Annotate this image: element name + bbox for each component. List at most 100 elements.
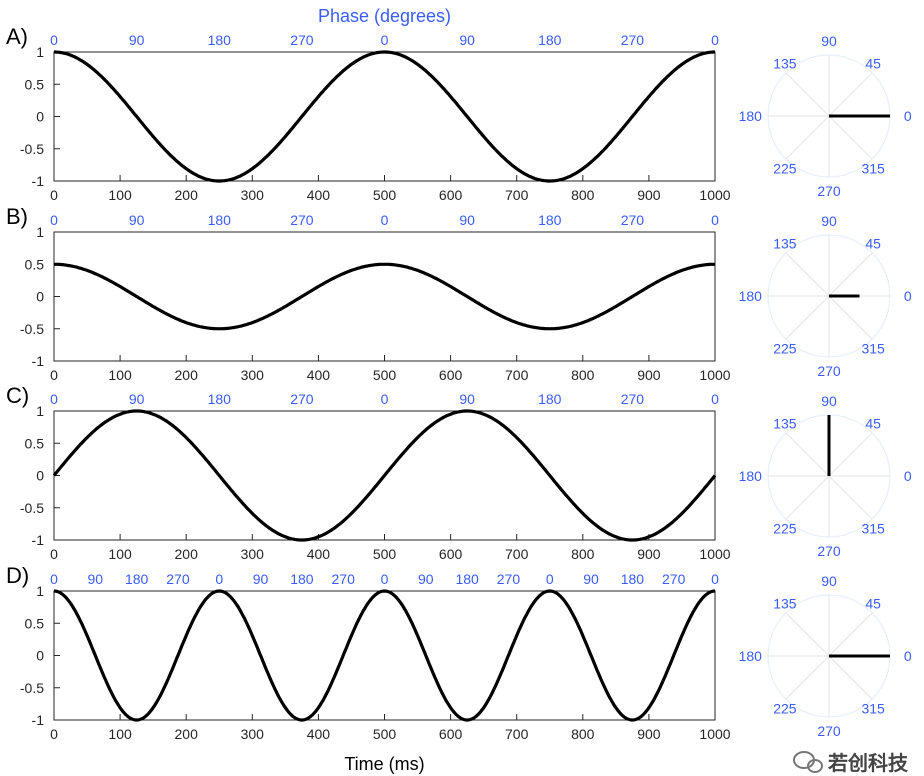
phase-tick-label: 180 xyxy=(208,391,232,407)
phase-tick-label: 270 xyxy=(290,212,314,228)
phase-tick-label: 90 xyxy=(88,571,104,587)
x-tick-label: 900 xyxy=(637,726,661,742)
axes-box xyxy=(53,231,716,362)
polar-angle-label: 180 xyxy=(739,648,763,664)
signal-line xyxy=(53,589,716,722)
polar-angle-label: 315 xyxy=(861,520,885,536)
polar-spoke xyxy=(785,612,830,657)
phase-tick-label: 180 xyxy=(208,212,232,228)
phase-tick-label: 0 xyxy=(711,212,719,228)
polar-angle-label: 225 xyxy=(773,160,797,176)
x-tick-label: 100 xyxy=(108,546,132,562)
polar-angle-label: 0 xyxy=(904,108,912,124)
x-tick-label: 600 xyxy=(439,367,463,383)
phase-tick-label: 0 xyxy=(546,571,554,587)
y-tick-label: 0 xyxy=(36,468,44,484)
phase-tick-label: 0 xyxy=(381,571,389,587)
x-tick-label: 800 xyxy=(571,726,595,742)
phase-tick-label: 270 xyxy=(166,571,190,587)
y-tick-label: -0.5 xyxy=(20,680,44,696)
phase-tick-label: 90 xyxy=(459,32,475,48)
phase-tick-label: 270 xyxy=(332,571,356,587)
phase-tick-label: 0 xyxy=(381,391,389,407)
polar-spoke xyxy=(785,295,830,340)
x-tick-label: 600 xyxy=(439,187,463,203)
polar-angle-label: 90 xyxy=(821,393,837,409)
x-tick-label: 900 xyxy=(637,187,661,203)
x-tick-label: 600 xyxy=(439,546,463,562)
polar-spoke xyxy=(828,115,873,160)
x-tick-label: 300 xyxy=(241,726,265,742)
x-tick-label: 200 xyxy=(175,367,199,383)
polar-angle-label: 270 xyxy=(817,183,841,199)
panel-label: B) xyxy=(6,204,28,229)
phase-tick-label: 0 xyxy=(711,391,719,407)
phase-tick-label: 90 xyxy=(129,391,145,407)
phase-tick-label: 0 xyxy=(50,32,58,48)
polar-angle-label: 315 xyxy=(861,160,885,176)
x-tick-label: 100 xyxy=(108,726,132,742)
phase-tick-label: 180 xyxy=(621,571,645,587)
phase-tick-label: 270 xyxy=(662,571,686,587)
x-tick-label: 300 xyxy=(241,367,265,383)
polar-angle-label: 180 xyxy=(739,288,763,304)
y-tick-label: 0 xyxy=(36,109,44,125)
polar-angle-label: 225 xyxy=(773,520,797,536)
y-tick-label: -1 xyxy=(32,532,45,548)
x-tick-label: 500 xyxy=(373,546,397,562)
x-tick-label: 400 xyxy=(307,546,331,562)
polar-angle-label: 135 xyxy=(773,56,797,72)
x-tick-label: 800 xyxy=(571,187,595,203)
polar-angle-label: 135 xyxy=(773,416,797,432)
polar-angle-label: 315 xyxy=(861,700,885,716)
polar-spoke xyxy=(785,432,830,477)
polar-spoke xyxy=(785,115,830,160)
phase-tick-label: 180 xyxy=(538,212,562,228)
phase-tick-label: 0 xyxy=(381,32,389,48)
x-tick-label: 0 xyxy=(50,546,58,562)
x-tick-label: 300 xyxy=(241,546,265,562)
phase-tick-label: 0 xyxy=(50,391,58,407)
x-tick-label: 700 xyxy=(505,546,529,562)
polar-angle-label: 90 xyxy=(821,33,837,49)
polar-angle-label: 90 xyxy=(821,573,837,589)
phase-tick-label: 0 xyxy=(50,212,58,228)
phase-tick-label: 270 xyxy=(290,391,314,407)
x-tick-label: 500 xyxy=(373,367,397,383)
phase-tick-label: 180 xyxy=(208,32,232,48)
y-tick-label: -1 xyxy=(32,173,45,189)
polar-angle-label: 135 xyxy=(773,236,797,252)
phase-tick-label: 180 xyxy=(455,571,479,587)
y-tick-label: -1 xyxy=(32,353,45,369)
panel-d: D)0 100 200 300 400 500 600 700 800 900 100010.50-… xyxy=(6,563,912,774)
x-tick-label: 1000 xyxy=(699,367,730,383)
phase-tick-label: 0 xyxy=(215,571,223,587)
x-tick-label: 800 xyxy=(571,546,595,562)
watermark-text: 若创科技 xyxy=(827,751,909,775)
x-tick-label: 1000 xyxy=(699,546,730,562)
wechat-icon-bubble xyxy=(807,759,823,773)
x-tick-label: 0 xyxy=(50,726,58,742)
signal-line xyxy=(54,50,715,183)
x-tick-label: 400 xyxy=(307,726,331,742)
polar-plot: 0 45 90 135 180 225 270 315 xyxy=(739,573,912,739)
phase-tick-label: 90 xyxy=(459,391,475,407)
signal-line xyxy=(52,409,717,542)
panel-b: B)0 100 200 300 400 500 600 700 800 900 100010.50-… xyxy=(6,204,912,383)
x-tick-label: 600 xyxy=(439,726,463,742)
phase-tick-label: 90 xyxy=(583,571,599,587)
y-tick-label: -0.5 xyxy=(20,141,44,157)
panel-a: A)0 100 200 300 400 500 600 700 800 900 100010.50-… xyxy=(6,6,912,203)
x-tick-label: 700 xyxy=(505,367,529,383)
polar-spoke xyxy=(828,655,873,700)
polar-angle-label: 45 xyxy=(865,56,881,72)
polar-angle-label: 0 xyxy=(904,468,912,484)
polar-spoke xyxy=(828,475,873,520)
y-tick-label: 1 xyxy=(36,224,44,240)
phase-tick-label: 270 xyxy=(497,571,521,587)
x-tick-label: 200 xyxy=(175,726,199,742)
phase-tick-label: 90 xyxy=(129,212,145,228)
phase-tick-label: 90 xyxy=(418,571,434,587)
polar-spoke xyxy=(785,475,830,520)
polar-angle-label: 270 xyxy=(817,723,841,739)
